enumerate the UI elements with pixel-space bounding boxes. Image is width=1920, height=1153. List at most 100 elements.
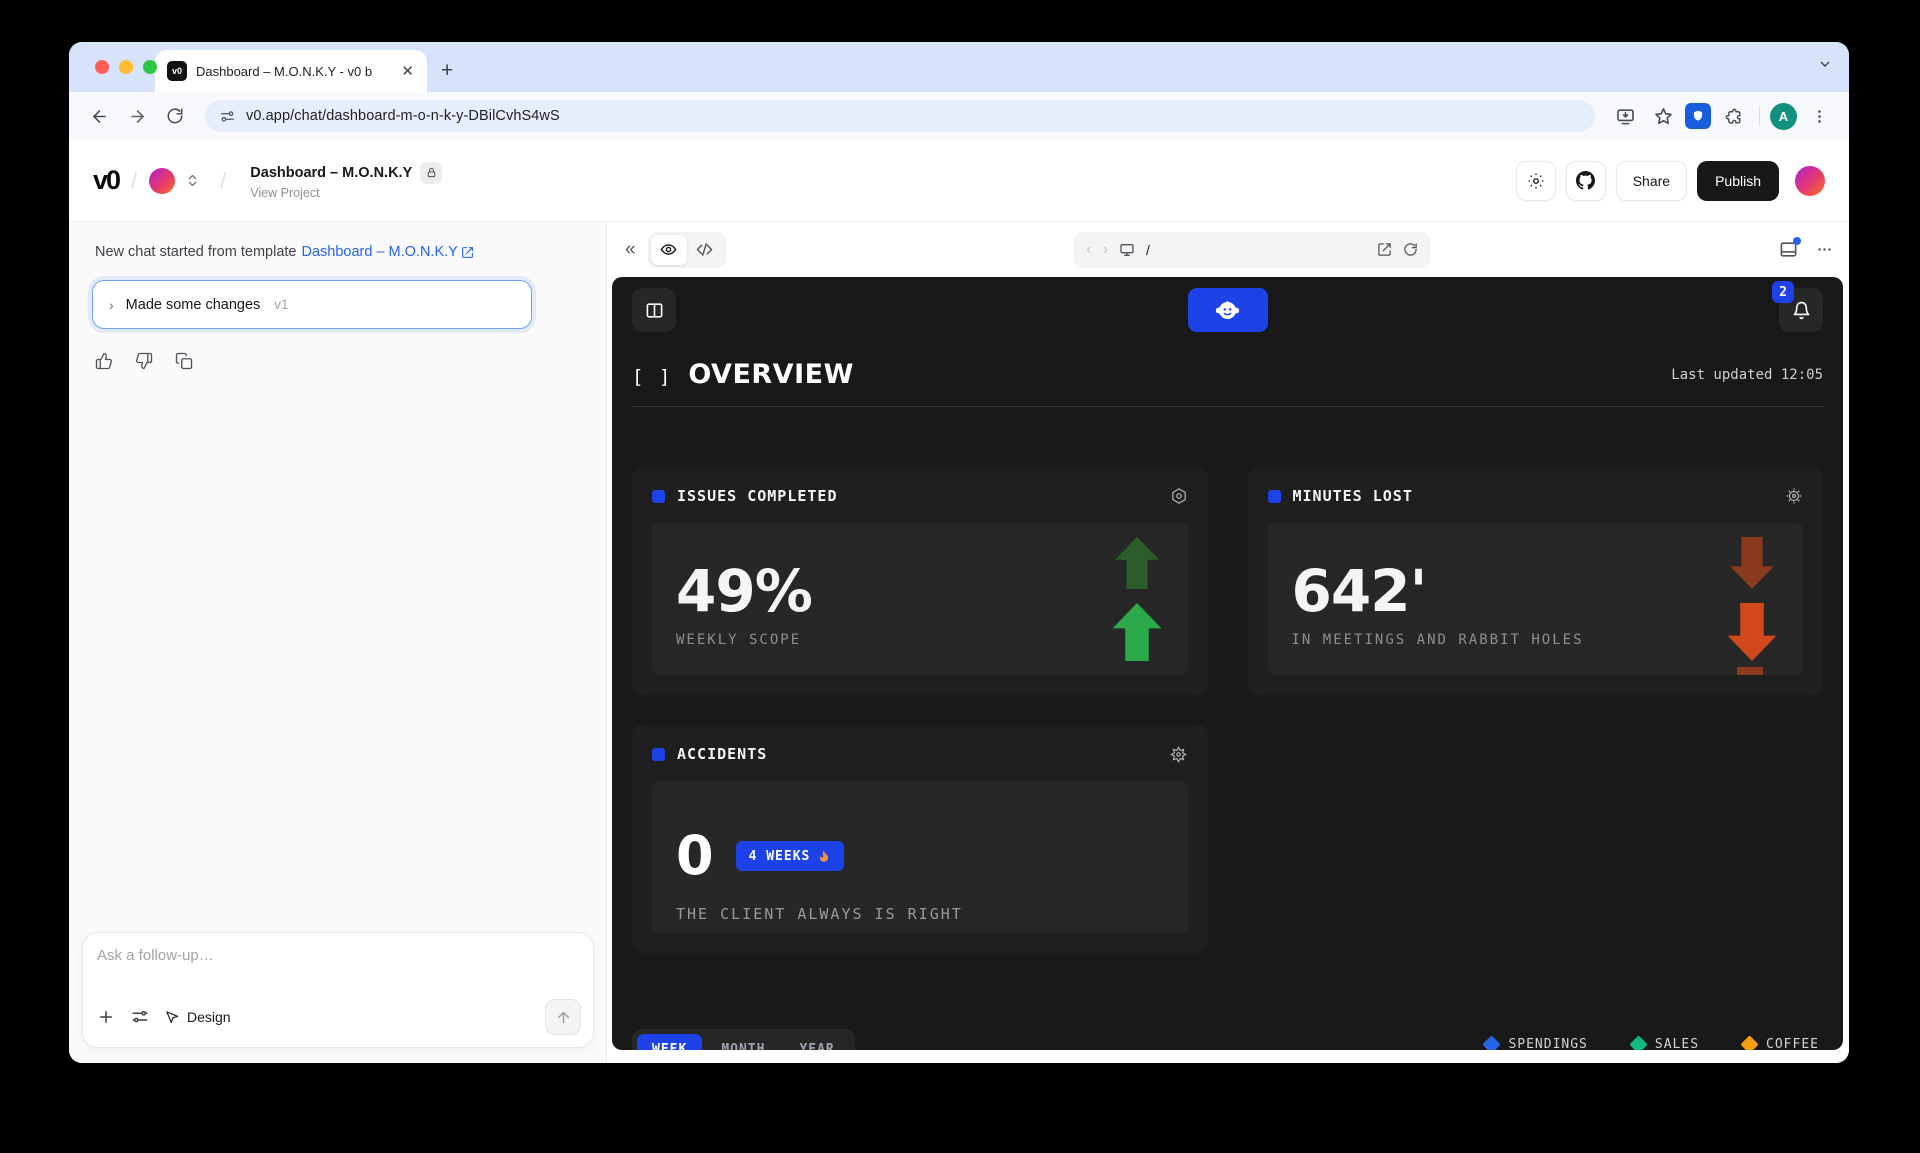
- card-bullet: [1267, 489, 1281, 503]
- intro-text: New chat started from template: [95, 244, 297, 260]
- refresh-icon[interactable]: [1403, 242, 1418, 257]
- layout-panel-icon[interactable]: [1779, 237, 1801, 259]
- card-title: ACCIDENTS: [677, 745, 768, 763]
- page-title: Dashboard – M.O.N.K.Y: [250, 164, 413, 181]
- site-settings-icon[interactable]: [219, 108, 236, 125]
- feedback-row: [95, 352, 193, 370]
- thumbs-down-icon[interactable]: [135, 352, 153, 370]
- notification-dot: [1793, 237, 1801, 245]
- trend-down-icon: [1727, 603, 1777, 661]
- code-tab[interactable]: [687, 235, 723, 265]
- accidents-value: 0: [676, 824, 714, 887]
- tab-search-chevron-icon[interactable]: [1817, 56, 1833, 72]
- settings-button[interactable]: [1515, 160, 1556, 201]
- design-mode-button[interactable]: Design: [165, 1009, 231, 1025]
- tab-year[interactable]: YEAR: [799, 1042, 835, 1050]
- preview-forward-icon[interactable]: ›: [1102, 240, 1108, 258]
- send-button[interactable]: [545, 999, 581, 1035]
- reload-icon[interactable]: [159, 100, 191, 132]
- card-body: 49% WEEKLY SCOPE: [652, 523, 1188, 675]
- version-card[interactable]: › Made some changes v1: [92, 280, 532, 329]
- browser-toolbar: v0.app/chat/dashboard-m-o-n-k-y-DBilCvhS…: [69, 92, 1849, 140]
- cursor-pointer-icon: [166, 1010, 179, 1023]
- bitwarden-extension-icon[interactable]: [1685, 103, 1711, 129]
- preview-address-bar[interactable]: ‹ › /: [1074, 231, 1431, 268]
- tab-month[interactable]: MONTH: [721, 1042, 766, 1050]
- chrome-profile-avatar[interactable]: A: [1770, 102, 1797, 130]
- external-link-icon: [461, 246, 473, 258]
- overview-brackets: [ ]: [632, 366, 673, 388]
- extensions-puzzle-icon[interactable]: [1717, 100, 1749, 132]
- url-text: v0.app/chat/dashboard-m-o-n-k-y-DBilCvhS…: [246, 108, 560, 124]
- flame-icon: [820, 850, 829, 862]
- preview-toolbar: « ‹ › /: [607, 222, 1849, 277]
- card-burst-icon[interactable]: [1169, 745, 1188, 764]
- publish-button[interactable]: Publish: [1697, 160, 1779, 201]
- share-button[interactable]: Share: [1615, 160, 1688, 201]
- card-cog-icon[interactable]: [1785, 487, 1803, 505]
- back-icon[interactable]: [83, 100, 115, 132]
- card-settings-icon[interactable]: [1170, 487, 1188, 505]
- sidebar-toggle-button[interactable]: [632, 288, 676, 332]
- chart-legend: SPENDINGS SALES COFFEE: [1482, 1035, 1819, 1050]
- minutes-caption: IN MEETINGS AND RABBIT HOLES: [1291, 631, 1584, 648]
- monitor-icon[interactable]: [1119, 242, 1135, 258]
- minimize-window-button[interactable]: [119, 60, 133, 74]
- copy-icon[interactable]: [175, 352, 193, 370]
- legend-diamond: [1629, 1035, 1648, 1050]
- legend-diamond: [1740, 1035, 1759, 1050]
- v0-logo[interactable]: v0: [93, 165, 121, 195]
- followup-input[interactable]: [97, 947, 579, 985]
- legend-sales: SALES: [1629, 1035, 1699, 1050]
- chrome-menu-icon[interactable]: [1803, 100, 1835, 132]
- chevron-right-icon[interactable]: ›: [109, 296, 114, 313]
- url-bar[interactable]: v0.app/chat/dashboard-m-o-n-k-y-DBilCvhS…: [205, 100, 1595, 132]
- chat-intro: New chat started from template Dashboard…: [95, 244, 474, 260]
- view-project-link[interactable]: View Project: [250, 185, 320, 200]
- tab-week[interactable]: WEEK: [637, 1034, 703, 1050]
- minutes-value: 642': [1291, 557, 1428, 625]
- open-external-icon[interactable]: [1377, 242, 1392, 257]
- v0-favicon: v0: [167, 61, 187, 81]
- sliders-icon[interactable]: [131, 1008, 149, 1026]
- preview-eye-tab[interactable]: [650, 234, 687, 265]
- install-app-icon[interactable]: [1609, 100, 1641, 132]
- issues-value: 49%: [676, 557, 813, 625]
- more-menu-icon[interactable]: [1816, 241, 1833, 258]
- forward-icon[interactable]: [121, 100, 153, 132]
- browser-tab[interactable]: v0 Dashboard – M.O.N.K.Y - v0 b ✕: [155, 50, 427, 92]
- browser-window: v0 Dashboard – M.O.N.K.Y - v0 b ✕ + v0.: [69, 42, 1849, 1063]
- collapse-panel-icon[interactable]: «: [625, 238, 636, 260]
- chat-panel: New chat started from template Dashboard…: [69, 222, 607, 1063]
- preview-path: /: [1145, 241, 1150, 258]
- thumbs-up-icon[interactable]: [95, 352, 113, 370]
- view-mode-switch: [647, 231, 726, 268]
- preview-back-icon[interactable]: ‹: [1086, 240, 1092, 258]
- close-window-button[interactable]: [95, 60, 109, 74]
- user-avatar[interactable]: [1795, 165, 1825, 196]
- zoom-window-button[interactable]: [143, 60, 157, 74]
- legend-label: SPENDINGS: [1508, 1037, 1588, 1050]
- period-tabs: WEEK MONTH YEAR: [632, 1029, 855, 1050]
- arrow-up-icon: [557, 1011, 569, 1023]
- toolbar-separator: [1759, 106, 1760, 126]
- trend-down-dim-icon: [1730, 537, 1774, 589]
- github-button[interactable]: [1565, 160, 1606, 201]
- template-link[interactable]: Dashboard – M.O.N.K.Y: [301, 244, 473, 260]
- tab-close-icon[interactable]: ✕: [401, 63, 414, 80]
- attach-plus-icon[interactable]: [97, 1008, 115, 1026]
- card-bullet: [652, 489, 665, 503]
- card-body: 0 4 WEEKS THE CLIENT ALWAYS IS RIGHT: [652, 781, 1188, 933]
- chevrons-up-down-icon[interactable]: [185, 173, 200, 188]
- columns-icon: [646, 302, 662, 318]
- private-lock-icon[interactable]: [420, 161, 443, 184]
- chat-composer[interactable]: Design: [82, 932, 594, 1048]
- team-avatar[interactable]: [149, 167, 176, 194]
- bookmark-star-icon[interactable]: [1647, 100, 1679, 132]
- last-updated: Last updated 12:05: [1671, 366, 1823, 383]
- new-tab-button[interactable]: +: [441, 59, 454, 82]
- trend-up-icon: [1112, 603, 1161, 661]
- monkey-logo-button[interactable]: [1187, 288, 1268, 332]
- version-title: Made some changes: [125, 296, 261, 313]
